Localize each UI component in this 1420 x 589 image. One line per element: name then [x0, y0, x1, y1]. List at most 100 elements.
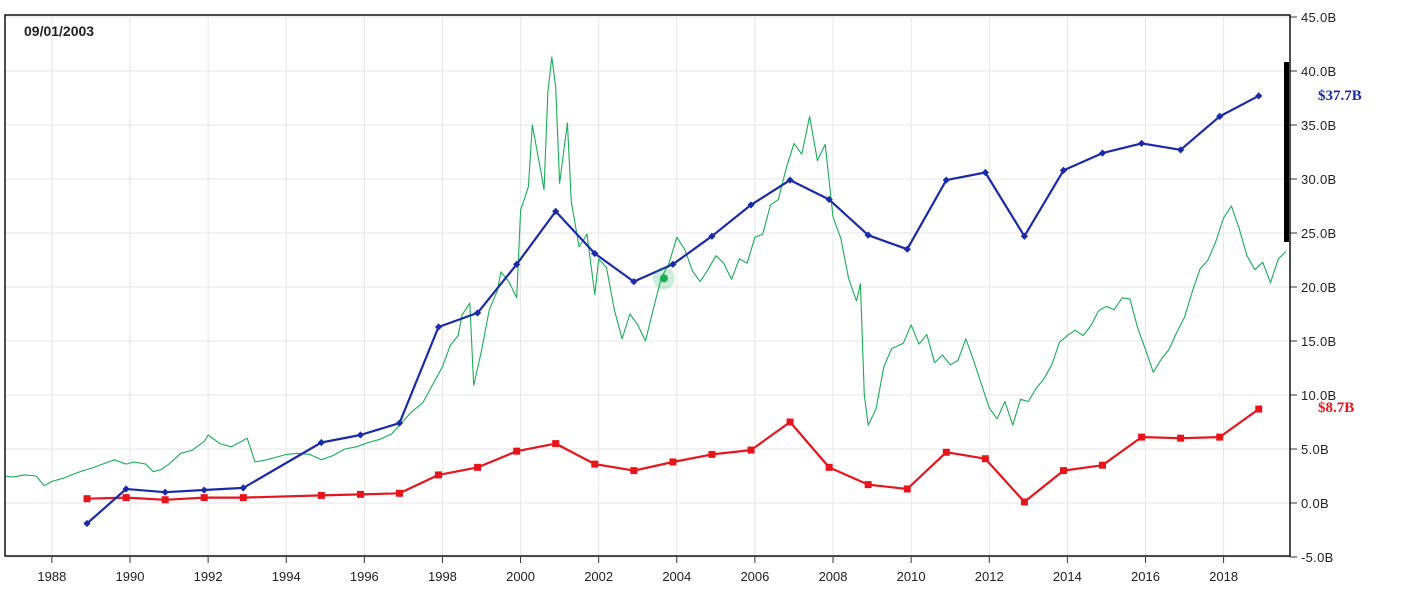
red-series-point[interactable] [1099, 461, 1107, 469]
red-series-point[interactable] [356, 490, 364, 498]
blue-series-point[interactable] [669, 260, 677, 268]
red-series-point[interactable] [1020, 498, 1028, 506]
hover-point [659, 274, 668, 283]
blue-series-point[interactable] [1255, 92, 1263, 100]
x-tick-label: 2018 [1209, 569, 1238, 584]
red-series-end-label: $8.7B [1318, 400, 1354, 416]
red-series-point[interactable] [513, 447, 521, 455]
red-series-point[interactable] [708, 450, 716, 458]
x-tick-label: 2008 [819, 569, 848, 584]
y-axis-ticks: 45.0B 40.0B 35.0B 30.0B 25.0B 20.0B 15.0B 10.0B… [1290, 10, 1336, 565]
blue-series-point[interactable] [708, 232, 716, 240]
y-tick-label: 40.0B [1301, 64, 1336, 79]
red-series-point[interactable] [747, 446, 755, 454]
green-series-line [4, 56, 1287, 487]
x-tick-label: 2004 [662, 569, 691, 584]
blue-series-point[interactable] [786, 176, 794, 184]
blue-series-point[interactable] [1177, 146, 1185, 154]
range-scrollbar[interactable] [1284, 62, 1289, 242]
blue-series-point[interactable] [83, 519, 91, 528]
y-tick-label: 30.0B [1301, 172, 1336, 187]
plot-frame [4, 14, 1291, 557]
x-tick-label: 2016 [1131, 569, 1160, 584]
red-series-point[interactable] [981, 455, 989, 463]
red-series-point[interactable] [1138, 433, 1146, 441]
y-tick-label: 0.0B [1301, 496, 1329, 511]
blue-series-point[interactable] [825, 195, 833, 204]
red-series-point[interactable] [942, 448, 950, 456]
red-series-point[interactable] [786, 418, 794, 426]
red-series-point[interactable] [903, 485, 911, 493]
x-tick-label: 1988 [37, 569, 66, 584]
x-tick-label: 1992 [194, 569, 223, 584]
x-tick-label: 2000 [506, 569, 535, 584]
red-series-point[interactable] [200, 494, 208, 502]
blue-series-point[interactable] [356, 431, 365, 439]
y-tick-label: 35.0B [1301, 118, 1336, 133]
red-series-point[interactable] [395, 489, 403, 497]
x-tick-label: 2006 [740, 569, 769, 584]
red-series-point[interactable] [825, 463, 833, 471]
x-tick-label: 1990 [116, 569, 145, 584]
red-series-point[interactable] [474, 463, 482, 471]
blue-series-point[interactable] [1137, 139, 1146, 147]
blue-series-point[interactable] [747, 201, 755, 209]
blue-series-point[interactable] [591, 249, 599, 258]
series-layer [4, 56, 1287, 525]
red-series-point[interactable] [435, 471, 443, 479]
blue-series-point[interactable] [630, 278, 638, 286]
blue-series-point[interactable] [864, 231, 872, 239]
y-grid-lines [5, 16, 1290, 558]
blue-series-point[interactable] [473, 309, 482, 317]
red-series-point[interactable] [591, 460, 599, 468]
blue-series-point[interactable] [200, 486, 208, 494]
x-tick-label: 2010 [897, 569, 926, 584]
y-tick-label: 10.0B [1301, 388, 1336, 403]
hover-layer [652, 267, 675, 290]
blue-series-point[interactable] [513, 260, 521, 268]
red-series-point[interactable] [864, 481, 872, 489]
red-series-point[interactable] [239, 494, 247, 502]
y-tick-label: -5.0B [1301, 550, 1334, 565]
red-series-point[interactable] [83, 495, 91, 503]
red-series-point[interactable] [1255, 405, 1263, 413]
blue-series-point[interactable] [122, 485, 130, 493]
x-tick-label: 2012 [975, 569, 1004, 584]
blue-series-point[interactable] [981, 168, 989, 177]
blue-series-point[interactable] [1216, 112, 1224, 120]
y-tick-label: 45.0B [1301, 10, 1336, 25]
red-series-point[interactable] [317, 491, 325, 499]
red-series-point[interactable] [630, 467, 638, 475]
blue-series-point[interactable] [1059, 166, 1068, 174]
markers-layer[interactable] [83, 92, 1263, 528]
red-series-line [86, 408, 1260, 503]
blue-series-point[interactable] [1098, 149, 1107, 157]
x-tick-label: 1998 [428, 569, 457, 584]
red-series-point[interactable] [122, 494, 130, 502]
red-series-point[interactable] [552, 440, 560, 448]
red-series-point[interactable] [1216, 433, 1224, 441]
y-tick-label: 5.0B [1301, 442, 1329, 457]
hover-date-label: 09/01/2003 [24, 23, 94, 39]
red-series-point[interactable] [161, 496, 169, 504]
y-tick-label: 15.0B [1301, 334, 1336, 349]
blue-series-point[interactable] [942, 176, 950, 184]
x-axis-ticks: 1988 1990 1992 1994 1996 1998 2000 2002 2004 2006… [37, 557, 1238, 584]
blue-series-point[interactable] [239, 484, 247, 492]
blue-series-point[interactable] [552, 207, 560, 215]
blue-series-point[interactable] [317, 438, 325, 447]
x-tick-label: 1996 [350, 569, 379, 584]
blue-series-point[interactable] [1020, 232, 1029, 240]
blue-series-point[interactable] [395, 419, 404, 427]
x-tick-label: 1994 [272, 569, 301, 584]
x-tick-label: 2002 [584, 569, 613, 584]
blue-series-point[interactable] [903, 245, 911, 253]
blue-series-line [86, 94, 1260, 525]
blue-series-point[interactable] [161, 488, 169, 496]
x-tick-label: 2014 [1053, 569, 1082, 584]
red-series-point[interactable] [1177, 434, 1185, 442]
blue-series-point[interactable] [434, 323, 443, 331]
red-series-point[interactable] [1059, 467, 1067, 475]
red-series-point[interactable] [669, 458, 677, 466]
